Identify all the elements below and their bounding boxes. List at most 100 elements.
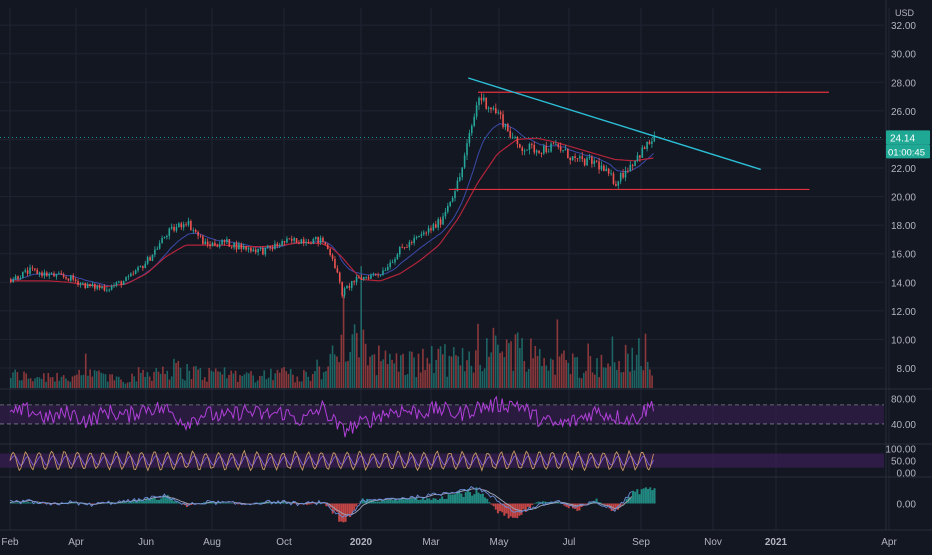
volume-bar [360, 266, 362, 388]
volume-bar [569, 374, 572, 388]
volume-bar [499, 352, 501, 388]
volume-bar [444, 344, 446, 388]
macd-histogram-bar [569, 503, 572, 507]
volume-bar [104, 374, 107, 388]
macd-histogram-bar [145, 498, 148, 504]
volume-bar [538, 348, 541, 388]
volume-bar [140, 372, 142, 388]
macd-histogram-bar [72, 502, 75, 504]
candle-body [298, 242, 300, 244]
stoch-pane[interactable] [0, 449, 884, 472]
volume-bar [325, 371, 327, 388]
macd-histogram-bar [211, 502, 214, 504]
macd-histogram-bar [175, 500, 178, 504]
candle-body [617, 181, 620, 186]
price-tick-label: 32.00 [891, 21, 916, 32]
macd-histogram-bar [473, 494, 476, 504]
macd-histogram-bar [353, 503, 356, 511]
volume-bar [382, 359, 385, 388]
candle-body [218, 244, 221, 247]
candle-body [271, 247, 274, 250]
macd-histogram-bar [559, 503, 562, 504]
volume-bar [391, 359, 393, 388]
macd-histogram-bar [423, 499, 426, 504]
volume-bar [23, 371, 25, 388]
rsi-pane[interactable] [0, 395, 884, 438]
volume-bar [433, 372, 435, 388]
volume-bar [508, 343, 510, 388]
drawing-tools[interactable] [0, 77, 884, 191]
volume-bar [267, 377, 270, 388]
volume-bar [435, 359, 437, 388]
candle-body [70, 275, 72, 281]
volume-bar [248, 373, 250, 388]
macd-histogram-bar [475, 487, 478, 504]
volume-bar [624, 344, 627, 388]
volume-bar [58, 380, 61, 388]
macd-histogram-bar [14, 502, 17, 504]
macd-histogram-bar [10, 502, 12, 504]
candle-body [202, 236, 204, 245]
candle-body [295, 238, 298, 243]
candle-body [262, 247, 264, 255]
volume-bar [126, 382, 129, 388]
macd-histogram-bar [402, 499, 405, 504]
macd-histogram-bar [441, 496, 444, 504]
candle-body [425, 232, 427, 234]
macd-histogram-bar [503, 503, 506, 516]
volume-bar [305, 371, 307, 388]
candle-body [581, 156, 584, 160]
trend-line [468, 77, 761, 171]
candle-body [322, 237, 324, 242]
volume-bar [629, 371, 631, 388]
macd-histogram-bar [153, 496, 156, 504]
volume-bar [393, 363, 396, 388]
volume-bar [137, 367, 140, 388]
candle-body [552, 143, 555, 145]
candle-body [509, 130, 512, 138]
macd-histogram-bar [494, 503, 497, 510]
volume-bar [534, 345, 537, 388]
volume-bar [199, 368, 202, 388]
volume-bar [651, 375, 653, 388]
candle-body [170, 226, 173, 229]
volume-bar [120, 379, 122, 388]
macd-histogram-bar [331, 503, 334, 514]
volume-bar [582, 372, 585, 388]
candle-body [307, 241, 310, 244]
candle-body [48, 274, 51, 276]
candle-body [278, 245, 281, 247]
macd-pane[interactable] [9, 486, 656, 523]
price-tick-label: 26.00 [891, 107, 916, 118]
volume-bar [375, 375, 378, 388]
candle-body [374, 273, 377, 275]
candle-body [480, 97, 483, 101]
macd-histogram-bar [428, 498, 431, 504]
macd-histogram-bar [507, 503, 510, 519]
candle-body [17, 276, 19, 280]
volume-bar [503, 357, 506, 388]
volume-bar [574, 357, 576, 388]
candle-body [223, 240, 226, 243]
time-tick-label: Sep [632, 537, 650, 548]
candle-body [194, 230, 197, 232]
volume-bar [311, 374, 314, 388]
macd-histogram-bar [383, 500, 386, 504]
macd-histogram-bar [396, 500, 399, 504]
macd-histogram-bar [488, 502, 491, 504]
volume-bar [168, 379, 171, 388]
candle-body [336, 268, 339, 273]
volume-bar [38, 377, 41, 388]
volume-bar [461, 348, 464, 388]
candle-body [343, 288, 346, 296]
volume-bar [463, 371, 466, 388]
macd-histogram-bar [224, 502, 227, 504]
macd-histogram-bar [138, 499, 141, 504]
candle-body [622, 172, 624, 178]
volume-bar [609, 366, 612, 388]
volume-bar [428, 363, 431, 388]
volume-bar [602, 367, 605, 388]
macd-histogram-bar [644, 487, 647, 504]
